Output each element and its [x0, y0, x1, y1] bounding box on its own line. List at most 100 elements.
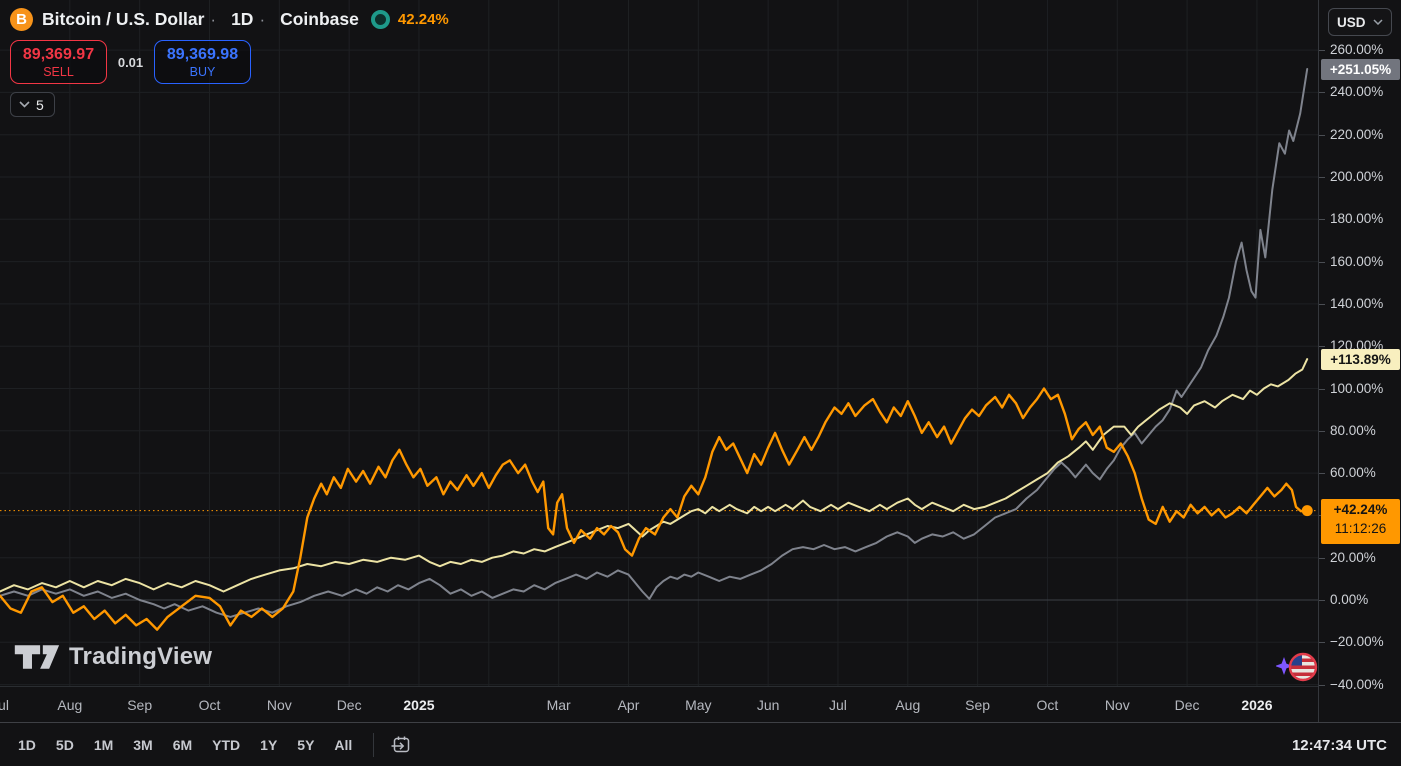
us-economic-event-icon[interactable] — [1275, 648, 1318, 693]
time-label-month: Sep — [127, 697, 153, 713]
exchange-label: Coinbase — [280, 9, 359, 29]
price-tick-label: 60.00% — [1330, 465, 1376, 481]
currency-unit-select[interactable]: USD — [1328, 8, 1392, 36]
price-tick-mark — [1319, 50, 1325, 52]
time-label-month: Sep — [965, 697, 991, 713]
price-tick-mark — [1319, 388, 1325, 390]
buy-label: BUY — [189, 64, 216, 79]
sell-price: 89,369.97 — [22, 45, 95, 63]
market-status-dot-icon[interactable] — [370, 10, 390, 29]
range-button-1M[interactable]: 1M — [86, 732, 121, 758]
price-tick-mark — [1319, 303, 1325, 305]
chevron-down-icon — [19, 101, 30, 108]
symbol-title[interactable]: Bitcoin / U.S. Dollar — [42, 9, 205, 29]
price-tick-mark — [1319, 642, 1325, 644]
time-label-month: Nov — [1104, 697, 1130, 713]
time-label-month: Mar — [546, 697, 571, 713]
change-percent-label: 42.24% — [397, 11, 449, 28]
watermark-label: TradingView — [69, 643, 213, 670]
bar-countdown: 11:12:26 — [1334, 520, 1387, 536]
price-tick-label: 80.00% — [1330, 422, 1376, 438]
buy-price: 89,369.98 — [166, 45, 239, 63]
price-tick-mark — [1319, 473, 1325, 475]
price-label-badge: +42.24% 11:12:26 — [1321, 498, 1400, 544]
bar-count-value: 5 — [36, 96, 44, 113]
price-badge-value: +113.89% — [1330, 351, 1391, 367]
range-button-3M[interactable]: 3M — [125, 732, 160, 758]
range-button-6M[interactable]: 6M — [165, 732, 200, 758]
buy-button[interactable]: 89,369.98 BUY — [154, 40, 251, 84]
spread-value: 0.01 — [117, 54, 144, 70]
price-label-badge: +113.89% — [1321, 348, 1400, 370]
time-scale[interactable]: Jul Aug Sep Oct Nov Dec 2025 Mar Apr May Jun Jul Aug… — [0, 686, 1401, 723]
sell-button[interactable]: 89,369.97 SELL — [10, 40, 107, 84]
calendar-goto-icon — [391, 736, 410, 753]
time-label-month: Oct — [1036, 697, 1059, 713]
price-badge-value: +251.05% — [1329, 61, 1392, 77]
time-label-month: Jun — [756, 697, 780, 713]
bar-count-dropdown[interactable]: 5 — [10, 92, 55, 117]
range-button-All[interactable]: All — [326, 732, 360, 758]
toolbar-divider — [373, 733, 375, 757]
range-button-5Y[interactable]: 5Y — [289, 732, 322, 758]
price-tick-label: 260.00% — [1330, 42, 1384, 58]
tradingview-watermark: TradingView — [13, 642, 212, 672]
time-label-month: Oct — [198, 697, 221, 713]
price-tick-label: 0.00% — [1330, 592, 1369, 607]
price-tick-mark — [1319, 346, 1325, 348]
price-tick-label: 220.00% — [1330, 126, 1384, 142]
range-button-YTD[interactable]: YTD — [204, 732, 248, 758]
chart-canvas[interactable]: TradingView — [0, 0, 1318, 686]
price-tick-mark — [1319, 430, 1325, 432]
price-chart[interactable] — [0, 0, 1318, 686]
time-label-month: May — [685, 697, 712, 713]
price-tick-label: 20.00% — [1330, 549, 1376, 565]
time-label-month: Jul — [829, 697, 847, 713]
price-tick-mark — [1319, 557, 1325, 559]
date-range-buttons: 1D 5D 1M 3M 6M YTD 1Y 5Y All — [8, 732, 362, 758]
time-label-month: Apr — [617, 697, 640, 713]
price-tick-label: 100.00% — [1330, 380, 1384, 396]
range-button-5D[interactable]: 5D — [48, 732, 82, 758]
series-end-marker-main-orange — [1301, 505, 1313, 517]
price-tick-mark — [1319, 684, 1325, 686]
price-tick-label: 200.00% — [1330, 169, 1384, 184]
bitcoin-logo-icon: B — [10, 8, 33, 31]
price-tick-mark — [1319, 177, 1325, 178]
price-badge-value: +42.24% — [1333, 501, 1388, 517]
price-tick-mark — [1319, 600, 1325, 601]
price-tick-label: −40.00% — [1330, 676, 1384, 692]
price-tick-mark — [1319, 261, 1325, 263]
time-label-month: Aug — [57, 697, 83, 713]
time-label-year: 2026 — [1241, 697, 1273, 713]
time-label-month: Dec — [1174, 697, 1200, 713]
go-to-date-button[interactable] — [385, 729, 417, 761]
clock-utc[interactable]: 12:47:34 UTC — [1291, 736, 1387, 754]
price-tick-mark — [1319, 219, 1325, 221]
range-button-1D[interactable]: 1D — [10, 732, 44, 758]
tradingview-logo-icon — [14, 645, 60, 669]
trade-panel: 89,369.97 SELL 0.01 89,369.98 BUY — [10, 40, 251, 84]
price-label-badge: +251.05% — [1321, 58, 1400, 80]
symbol-header: B Bitcoin / U.S. Dollar · 1D · Coinbase … — [10, 8, 449, 31]
price-tick-label: 180.00% — [1330, 211, 1384, 227]
bottom-toolbar: 1D 5D 1M 3M 6M YTD 1Y 5Y All 12:47:34 UTC — [0, 722, 1401, 766]
price-tick-label: 160.00% — [1330, 253, 1384, 269]
time-label-year: 2025 — [403, 697, 435, 713]
sell-label: SELL — [43, 64, 74, 79]
currency-unit-label: USD — [1337, 14, 1366, 30]
series-line-main-orange — [0, 387, 1309, 631]
time-label-month: Nov — [266, 697, 292, 713]
range-button-1Y[interactable]: 1Y — [252, 732, 285, 758]
price-tick-mark — [1319, 92, 1325, 94]
time-label-month: Jul — [0, 697, 9, 713]
price-scale[interactable]: USD 260.00% 240.00% 220.00% 200.00% 180.00% 1… — [1318, 0, 1401, 722]
price-tick-label: 140.00% — [1330, 295, 1384, 311]
title-separator: · — [259, 9, 266, 29]
interval-label[interactable]: 1D — [231, 9, 254, 29]
title-separator: · — [210, 9, 217, 29]
price-tick-label: 240.00% — [1330, 84, 1384, 100]
price-tick-mark — [1319, 134, 1325, 136]
time-label-month: Dec — [336, 697, 362, 713]
